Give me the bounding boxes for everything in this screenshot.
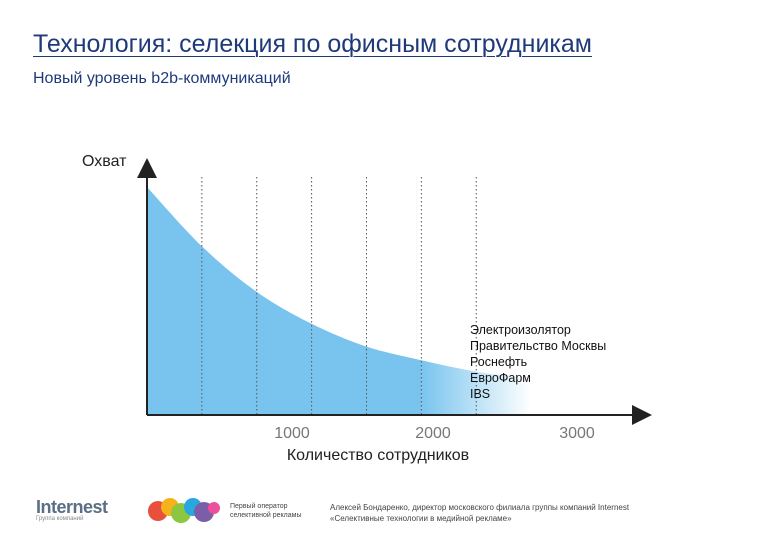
soloway-logo bbox=[148, 498, 220, 523]
author-caption: Алексей Бондаренко, директор московского… bbox=[330, 503, 630, 523]
annotation-label: Электроизолятор bbox=[470, 323, 571, 337]
x-tick-label: 1000 bbox=[274, 425, 310, 442]
internest-logo: Internest bbox=[36, 497, 108, 517]
area-series-solid bbox=[147, 187, 422, 415]
x-tick-label: 2000 bbox=[415, 425, 451, 442]
area-series-gradient bbox=[421, 360, 532, 415]
annotation-label: Роснефть bbox=[470, 355, 527, 369]
x-tick-label: 3000 bbox=[559, 425, 595, 442]
x-axis-label: Количество сотрудников bbox=[287, 447, 469, 464]
annotation-label: ЕвроФарм bbox=[470, 371, 531, 385]
y-axis-label: Охват bbox=[82, 153, 127, 170]
annotation-label: Правительство Москвы bbox=[470, 339, 606, 353]
soloway-tagline: Первый оператор селективной рекламы bbox=[230, 503, 302, 519]
internest-logo-subtitle: Группа компаний bbox=[36, 516, 84, 522]
page-title: Технология: селекция по офисным сотрудни… bbox=[33, 30, 592, 58]
page-subtitle: Новый уровень b2b-коммуникаций bbox=[33, 70, 291, 87]
annotation-label: IBS bbox=[470, 387, 490, 401]
